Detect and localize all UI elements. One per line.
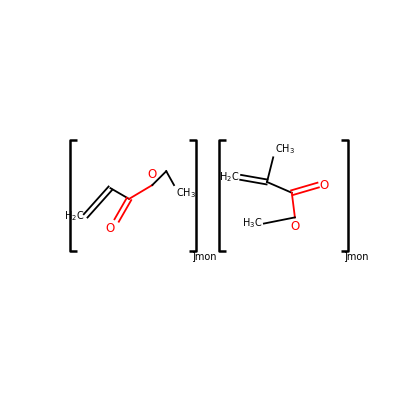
Text: ]mon: ]mon <box>343 251 369 261</box>
Text: CH$_3$: CH$_3$ <box>275 142 295 156</box>
Text: CH$_3$: CH$_3$ <box>176 186 196 200</box>
Text: O: O <box>148 168 157 181</box>
Text: H$_2$C: H$_2$C <box>64 209 84 223</box>
Text: H$_3$C: H$_3$C <box>242 217 262 230</box>
Text: O: O <box>290 220 300 233</box>
Text: O: O <box>320 178 329 192</box>
Text: ]mon: ]mon <box>191 251 217 261</box>
Text: H$_2$C: H$_2$C <box>219 170 239 184</box>
Text: O: O <box>106 222 115 235</box>
